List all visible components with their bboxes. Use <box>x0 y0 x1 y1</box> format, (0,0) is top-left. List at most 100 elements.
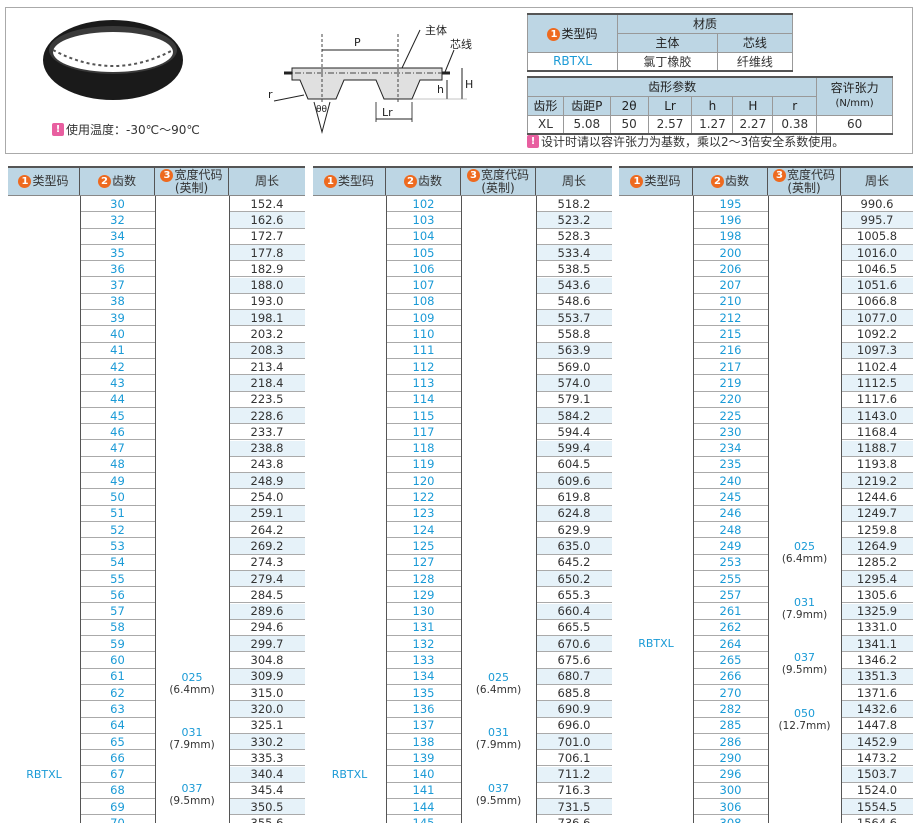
tension-value: 60 <box>816 114 893 135</box>
teeth-cell: 113 <box>386 375 461 392</box>
teeth-cell: 138 <box>386 734 461 751</box>
tooth-param-value: 5.08 <box>562 114 611 135</box>
column-divider <box>461 196 462 823</box>
teeth-cell: 110 <box>386 326 461 343</box>
teeth-cell: 66 <box>80 750 155 767</box>
teeth-cell: 196 <box>693 212 768 229</box>
teeth-cell: 48 <box>80 457 155 474</box>
length-cell: 574.0 <box>536 375 612 392</box>
length-cell: 238.8 <box>229 440 305 457</box>
length-cell: 1051.6 <box>841 277 913 294</box>
teeth-cell: 264 <box>693 636 768 653</box>
length-cell: 690.9 <box>536 701 612 718</box>
body-label: 主体 <box>425 23 447 37</box>
teeth-cell: 132 <box>386 636 461 653</box>
teeth-cell: 133 <box>386 652 461 669</box>
teeth-cell: 266 <box>693 669 768 685</box>
table-header: 1 类型码 2 齿数 3 宽度代码 (英制) 周长 <box>8 166 305 196</box>
length-cell: 233.7 <box>229 424 305 441</box>
length-cell: 1244.6 <box>841 489 913 506</box>
teeth-cell: 134 <box>386 669 461 685</box>
length-cell: 1285.2 <box>841 555 913 571</box>
Lr-label: Lr <box>382 106 393 119</box>
width-code-cell: 025 (6.4mm) <box>475 670 522 696</box>
teeth-cell: 282 <box>693 701 768 718</box>
length-cell: 304.8 <box>229 652 305 669</box>
teeth-cell: 140 <box>386 767 461 783</box>
teeth-cell: 115 <box>386 408 461 425</box>
teeth-cell: 120 <box>386 473 461 490</box>
length-cell: 569.0 <box>536 359 612 376</box>
header-teeth: 2 齿数 <box>693 168 768 195</box>
teeth-cell: 300 <box>693 783 768 800</box>
length-cell: 523.2 <box>536 212 612 229</box>
teeth-cell: 49 <box>80 473 155 490</box>
teeth-cell: 61 <box>80 669 155 685</box>
length-cell: 203.2 <box>229 326 305 343</box>
length-cell: 670.6 <box>536 636 612 653</box>
table-header: 1 类型码 2 齿数 3 宽度代码 (英制) 周长 <box>619 166 913 196</box>
tooth-param-header: h <box>691 95 734 116</box>
teeth-cell: 59 <box>80 636 155 653</box>
length-cell: 325.1 <box>229 718 305 734</box>
column-divider <box>155 196 156 823</box>
length-cell: 1264.9 <box>841 538 913 555</box>
teeth-cell: 54 <box>80 555 155 571</box>
teeth-cell: 55 <box>80 571 155 588</box>
belt-length-table: 1 类型码 2 齿数 3 宽度代码 (英制) 周长 195 990.6 196 995.7 198 100… <box>619 166 913 823</box>
teeth-cell: 235 <box>693 457 768 474</box>
teeth-cell: 39 <box>80 310 155 327</box>
teeth-cell: 117 <box>386 424 461 441</box>
type-code-cell: RBTXL <box>638 637 674 651</box>
teeth-cell: 198 <box>693 229 768 245</box>
length-cell: 1371.6 <box>841 685 913 702</box>
length-cell: 162.6 <box>229 212 305 229</box>
teeth-cell: 245 <box>693 489 768 506</box>
timing-belt-image <box>43 20 183 100</box>
header-teeth: 2 齿数 <box>386 168 461 195</box>
tooth-param-header: 齿距P <box>562 95 611 116</box>
length-cell: 665.5 <box>536 620 612 637</box>
type-code-cell: RBTXL <box>26 767 62 781</box>
length-cell: 1112.5 <box>841 375 913 392</box>
length-cell: 340.4 <box>229 766 305 783</box>
length-cell: 279.4 <box>229 570 305 588</box>
teeth-cell: 125 <box>386 538 461 555</box>
tooth-param-value: 1.27 <box>691 114 734 135</box>
length-cell: 1346.2 <box>841 652 913 669</box>
length-cell: 563.9 <box>536 342 612 359</box>
teeth-cell: 46 <box>80 424 155 441</box>
length-cell: 533.4 <box>536 244 612 262</box>
length-cell: 188.0 <box>229 277 305 294</box>
tooth-param-value: 2.57 <box>647 114 693 135</box>
teeth-cell: 38 <box>80 294 155 311</box>
length-cell: 558.8 <box>536 326 612 343</box>
teeth-cell: 68 <box>80 783 155 800</box>
length-cell: 696.0 <box>536 718 612 734</box>
teeth-cell: 53 <box>80 538 155 555</box>
header-length: 周长 <box>561 174 586 188</box>
teeth-cell: 106 <box>386 261 461 278</box>
length-cell: 1193.8 <box>841 457 913 474</box>
column-divider <box>693 196 694 823</box>
length-cell: 1503.7 <box>841 766 913 783</box>
tooth-param-value: XL <box>527 114 564 135</box>
belt-length-table: 1 类型码 2 齿数 3 宽度代码 (英制) 周长 102 518.2 103 523.2 104 528… <box>313 166 612 823</box>
teeth-cell: 107 <box>386 278 461 294</box>
teeth-cell: 64 <box>80 718 155 734</box>
teeth-cell: 130 <box>386 604 461 620</box>
length-cell: 208.3 <box>229 342 305 359</box>
teeth-cell: 35 <box>80 245 155 262</box>
length-cell: 355.6 <box>229 815 305 823</box>
header-length: 周长 <box>864 174 889 188</box>
teeth-cell: 212 <box>693 310 768 327</box>
teeth-cell: 215 <box>693 326 768 343</box>
temperature-note: ! 使用温度：-30℃～90℃ <box>52 121 200 138</box>
teeth-cell: 124 <box>386 522 461 539</box>
teeth-cell: 62 <box>80 685 155 702</box>
teeth-cell: 40 <box>80 326 155 343</box>
length-cell: 685.8 <box>536 685 612 702</box>
length-cell: 543.6 <box>536 277 612 294</box>
length-cell: 1249.7 <box>841 505 913 522</box>
width-code-cell: 025 (6.4mm) <box>169 670 215 696</box>
